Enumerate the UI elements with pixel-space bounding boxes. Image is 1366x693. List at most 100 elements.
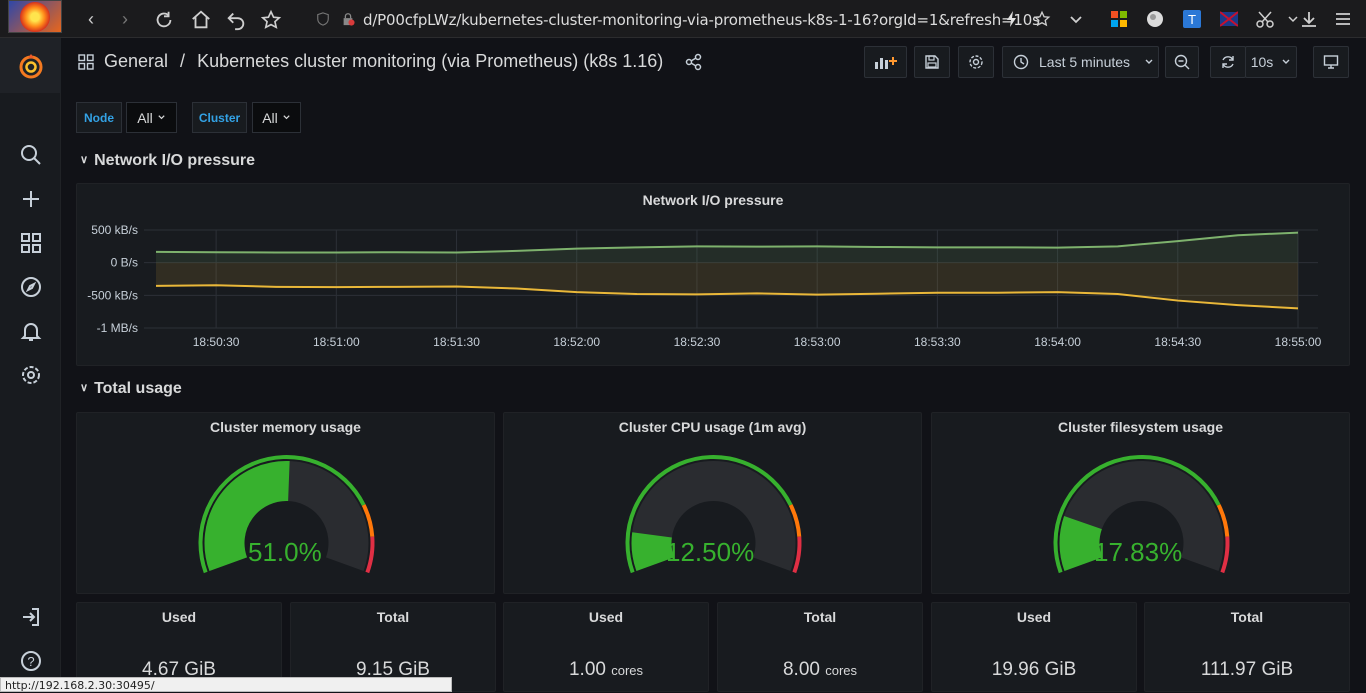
add-panel-icon [874, 57, 897, 69]
cpu-gauge [625, 455, 802, 574]
tv-mode-button[interactable] [1313, 46, 1349, 78]
search-icon[interactable] [19, 143, 43, 167]
refresh-interval-picker[interactable]: 10s [1245, 46, 1297, 78]
variable-select-cluster[interactable]: All [252, 102, 301, 133]
variable-value-node: All [137, 109, 153, 126]
dashboards-icon [78, 53, 94, 70]
row-network-title: Network I/O pressure [94, 152, 256, 169]
download-icon[interactable] [1300, 10, 1318, 28]
filesystem-gauge-panel[interactable]: Cluster filesystem usage 17.83% [931, 412, 1350, 594]
save-icon [925, 55, 939, 69]
grafana-logo[interactable] [0, 38, 61, 93]
row-total-toggle[interactable]: ∨ Total usage [80, 380, 182, 398]
x-tick-label: 18:52:30 [674, 335, 721, 349]
chevron-down-icon: ∨ [80, 382, 89, 394]
dashboard-settings-button[interactable] [958, 46, 994, 78]
x-tick-label: 18:55:00 [1275, 335, 1322, 349]
help-icon[interactable]: ? [19, 649, 43, 673]
row-network-toggle[interactable]: ∨ Network I/O pressure [80, 152, 255, 170]
grafana-logo-icon [19, 53, 42, 78]
chevron-down-icon[interactable] [1284, 10, 1302, 28]
gauge-threshold-green [198, 455, 366, 574]
gear-icon[interactable] [19, 363, 43, 387]
breadcrumb-folder[interactable]: General [104, 51, 169, 71]
fs-total-stat[interactable]: Total 111.97 GiB [1144, 602, 1350, 692]
chevron-down-icon[interactable] [1067, 10, 1085, 28]
y-tick-label: -500 kB/s [87, 288, 138, 302]
stat-title: Total [1230, 609, 1264, 625]
chevron-down-icon [1282, 59, 1290, 64]
insecure-lock-icon[interactable] [341, 12, 355, 26]
add-panel-button[interactable] [864, 46, 907, 78]
series-1-area [156, 262, 1298, 309]
gauge-value-arc [204, 461, 290, 572]
memory-gauge-panel[interactable]: Cluster memory usage 51.0% [76, 412, 495, 594]
cpu-gauge-panel[interactable]: Cluster CPU usage (1m avg) 12.50% [503, 412, 922, 594]
undo-icon[interactable] [225, 9, 247, 31]
dashboards-icon[interactable] [19, 231, 43, 255]
office-extension-icon[interactable] [1110, 10, 1128, 28]
stat-title: Used [161, 609, 197, 625]
stat-value: 19.96 GiB [991, 659, 1077, 680]
bell-icon[interactable] [19, 319, 43, 343]
gauge-threshold-orange [1216, 504, 1230, 537]
share-icon[interactable] [685, 53, 703, 71]
fs-used-stat[interactable]: Used 19.96 GiB [931, 602, 1137, 692]
star-icon[interactable] [1033, 10, 1051, 28]
y-tick-label: -1 MB/s [97, 321, 138, 335]
series-0-line [155, 231, 1299, 254]
cpu-total-stat[interactable]: Total 8.00 cores [717, 602, 923, 692]
breadcrumb: General / Kubernetes cluster monitoring … [78, 51, 703, 72]
compass-icon[interactable] [19, 275, 43, 299]
cpu-used-stat[interactable]: Used 1.00 cores [503, 602, 709, 692]
chevron-down-icon: ∨ [80, 154, 89, 166]
reload-icon[interactable] [153, 9, 175, 31]
lightning-icon[interactable] [1003, 10, 1021, 28]
sign-in-icon[interactable] [19, 605, 43, 629]
series-0-area [156, 232, 1298, 263]
svg-text:?: ? [27, 654, 34, 669]
browser-tab-favicon[interactable] [8, 0, 62, 33]
filesystem-gauge [1053, 455, 1230, 574]
zoom-out-icon [1174, 54, 1190, 70]
refresh-interval-label: 10s [1250, 54, 1274, 70]
x-tick-label: 18:54:00 [1034, 335, 1081, 349]
clock-icon [1013, 54, 1029, 70]
x-tick-label: 18:52:00 [553, 335, 600, 349]
menu-icon[interactable] [1334, 10, 1352, 28]
time-picker-button[interactable]: Last 5 minutes [1002, 46, 1159, 78]
flower-icon [20, 1, 50, 32]
stat-value: 1.00 cores [568, 659, 644, 680]
translate-extension-icon[interactable]: T [1183, 10, 1201, 28]
sidebar: ? [0, 38, 61, 692]
save-dashboard-button[interactable] [914, 46, 950, 78]
cpu-gauge-value: 12.50% [666, 537, 755, 567]
address-bar-url[interactable]: d/P00cfpLWz/kubernetes-cluster-monitorin… [363, 11, 1040, 29]
scissors-icon[interactable] [1256, 10, 1274, 28]
x-tick-label: 18:51:30 [433, 335, 480, 349]
flag-extension-icon[interactable] [1220, 10, 1238, 28]
network-io-panel-title: Network I/O pressure [642, 192, 784, 208]
forward-icon[interactable]: › [122, 9, 128, 29]
network-io-panel[interactable]: Network I/O pressure 500 kB/s 0 B/s -500 k… [76, 183, 1350, 366]
plus-icon[interactable] [19, 187, 43, 211]
variable-select-node[interactable]: All [126, 102, 177, 133]
stat-value: 111.97 GiB [1200, 659, 1294, 680]
bookmark-star-icon[interactable] [260, 9, 282, 31]
gauge-threshold-red [792, 536, 802, 574]
chevron-down-icon [1145, 59, 1153, 64]
refresh-button[interactable] [1210, 46, 1246, 78]
gauge-track [631, 461, 796, 572]
globe-extension-icon[interactable] [1146, 10, 1164, 28]
stat-title: Total [376, 609, 410, 625]
stat-value: 8.00 cores [782, 659, 858, 680]
network-io-graph[interactable]: 500 kB/s 0 B/s -500 kB/s -1 MB/s 18:50:30 18:… [77, 184, 1351, 367]
x-tick-label: 18:54:30 [1154, 335, 1201, 349]
variable-label-node: Node [76, 102, 122, 133]
home-icon[interactable] [190, 9, 212, 31]
gauge-threshold-green [625, 455, 793, 574]
back-icon[interactable]: ‹ [88, 9, 94, 29]
dashboard-title[interactable]: Kubernetes cluster monitoring (via Prome… [197, 51, 664, 71]
zoom-out-button[interactable] [1165, 46, 1199, 78]
dashboard-navbar: General / Kubernetes cluster monitoring … [61, 38, 1366, 88]
